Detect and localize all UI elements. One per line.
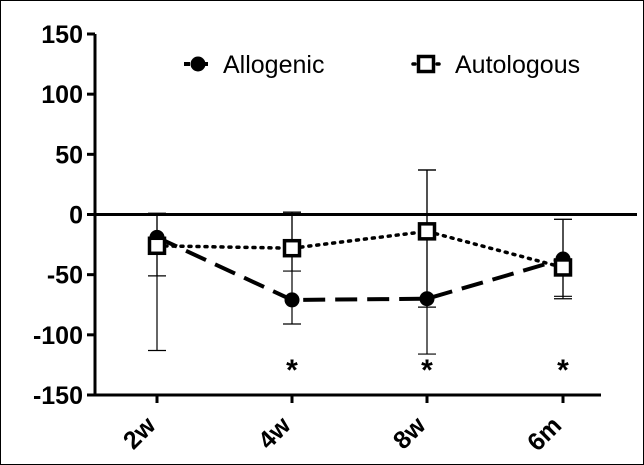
data-point-autologous-8w <box>417 222 437 241</box>
data-point-autologous-2w <box>147 236 167 256</box>
x-tick-label-8w: 8w <box>388 411 432 455</box>
significance-mark-6m: * <box>557 354 569 387</box>
y-tick-label: -100 <box>33 322 83 350</box>
data-point-autologous-6m <box>553 258 573 277</box>
y-tick-label: 150 <box>41 21 83 49</box>
data-point-autologous-4w <box>282 238 302 258</box>
legend-label-autologous: Autologous <box>455 51 580 79</box>
x-tick-label-4w: 4w <box>253 411 297 455</box>
legend: Allogenic Autologous <box>184 51 580 79</box>
data-point-allogenic-8w <box>419 291 435 307</box>
y-tick-label: -50 <box>47 262 83 290</box>
x-tick-label-6m: 6m <box>522 411 567 456</box>
significance-marks: * * * <box>286 354 569 387</box>
data-point-allogenic-4w <box>284 292 300 308</box>
significance-mark-8w: * <box>421 354 433 387</box>
significance-mark-4w: * <box>286 354 298 387</box>
error-bars <box>148 169 572 355</box>
tick-labels: 150 100 50 0 -50 -100 -150 2w 4w 8w 6m <box>33 21 567 457</box>
legend-label-allogenic: Allogenic <box>223 51 324 79</box>
y-tick-label: -150 <box>33 382 83 410</box>
y-tick-label: 100 <box>41 81 83 109</box>
series-lines <box>155 229 565 302</box>
axes <box>87 32 637 403</box>
series-markers <box>147 222 573 308</box>
series-line-autologous <box>155 229 565 270</box>
x-tick-label-2w: 2w <box>118 411 162 455</box>
y-tick-label: 0 <box>69 202 83 230</box>
y-tick-label: 50 <box>55 141 83 169</box>
legend-marker-autologous <box>416 54 436 74</box>
legend-marker-allogenic <box>190 56 206 72</box>
series-line-allogenic <box>156 235 564 302</box>
